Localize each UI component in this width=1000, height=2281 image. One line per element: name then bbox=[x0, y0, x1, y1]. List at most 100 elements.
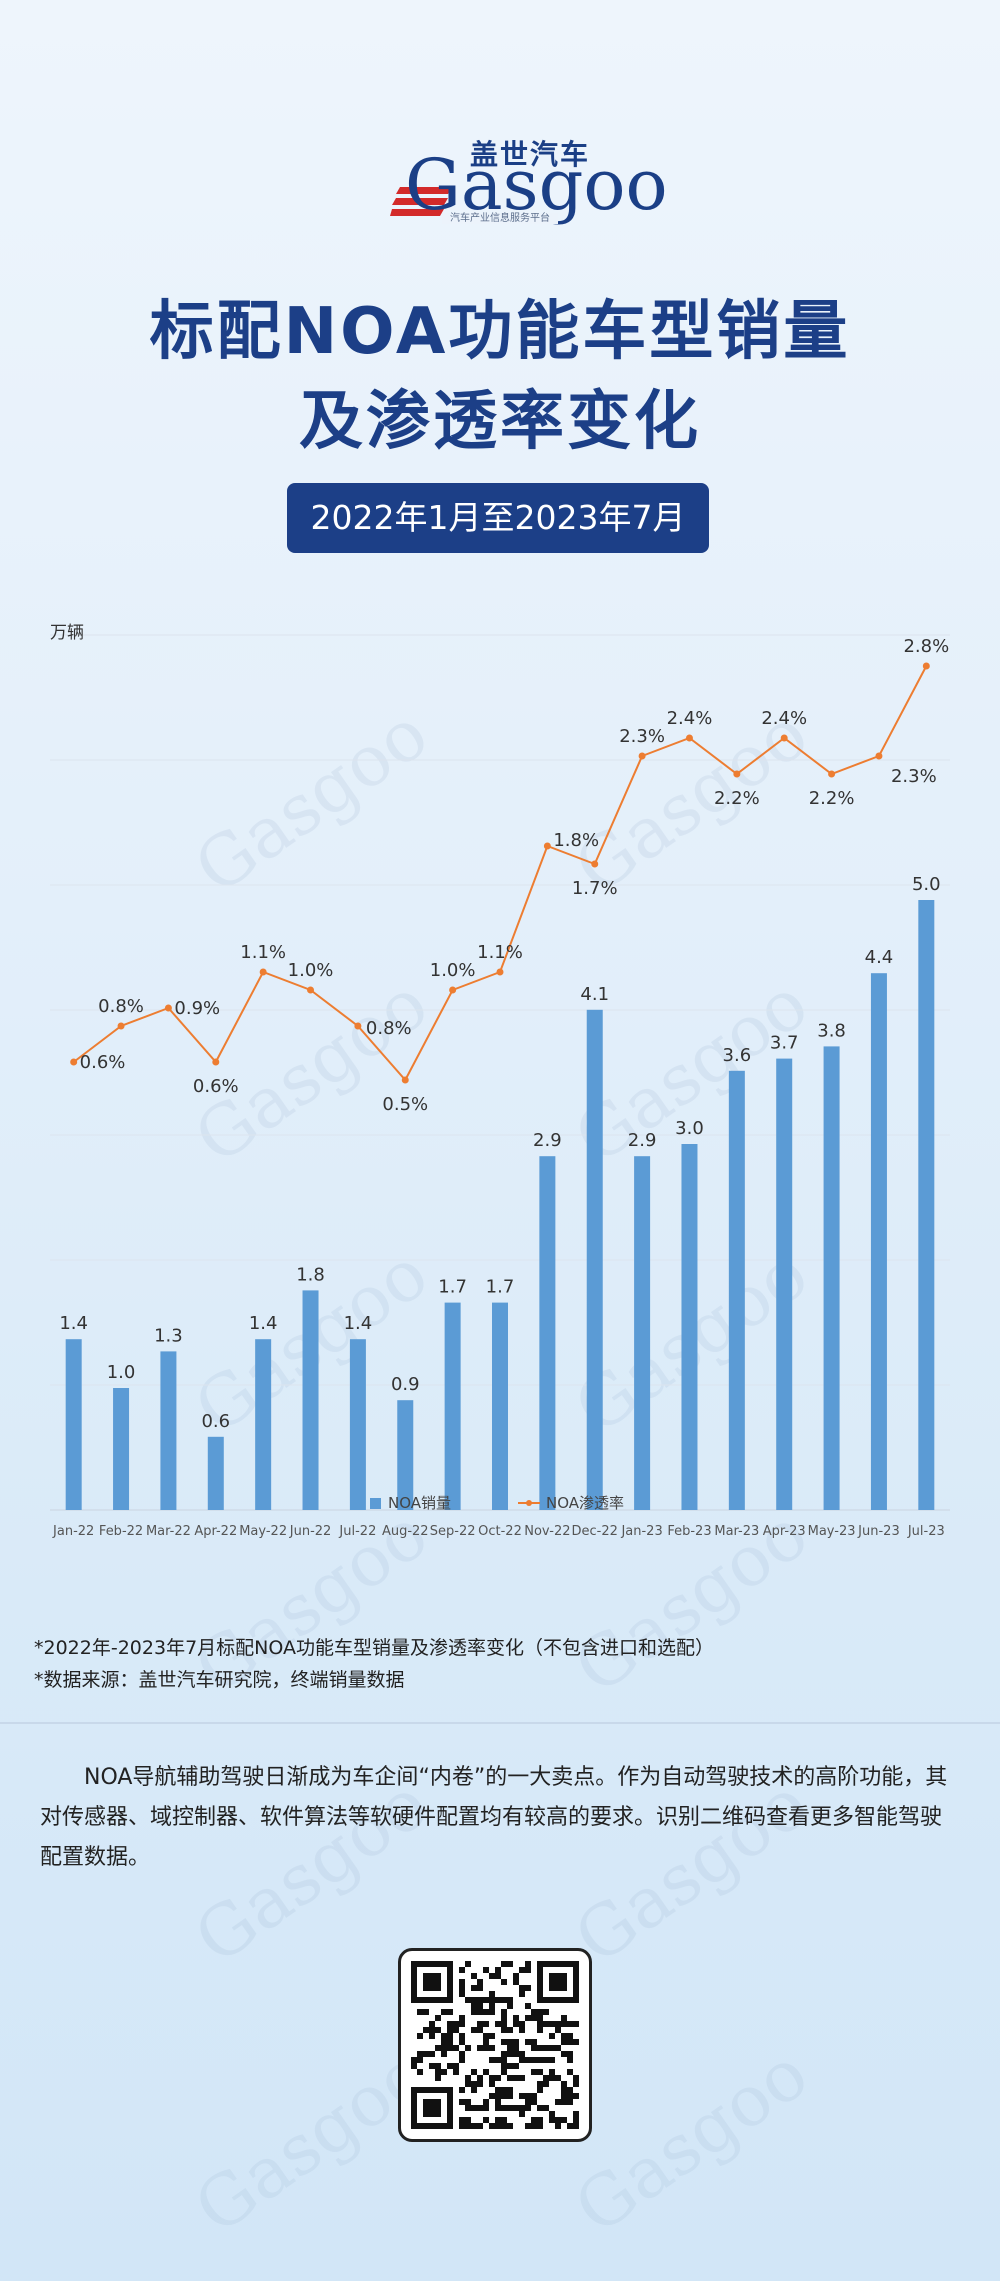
line-point bbox=[449, 986, 457, 994]
line-data-label: 0.5% bbox=[382, 1094, 428, 1115]
line-data-label: 0.6% bbox=[80, 1052, 126, 1073]
bar-data-label: 1.7 bbox=[486, 1277, 515, 1298]
brand-tagline: 汽车产业信息服务平台 bbox=[0, 209, 1000, 224]
line-data-label: 1.1% bbox=[477, 942, 523, 963]
x-tick-label: Jun-22 bbox=[289, 1524, 332, 1539]
bar-noa-sales bbox=[492, 1302, 508, 1510]
legend-swatch-bar bbox=[370, 1498, 381, 1509]
chart-legend: NOA销量 NOA渗透率 bbox=[370, 1494, 624, 1512]
bar-data-label: 4.1 bbox=[580, 984, 609, 1005]
x-tick-label: Jun-23 bbox=[857, 1524, 900, 1539]
line-data-label: 2.4% bbox=[761, 708, 807, 729]
line-point bbox=[780, 734, 788, 742]
line-point bbox=[733, 770, 741, 778]
x-tick-label: Nov-22 bbox=[524, 1524, 570, 1539]
bar-data-label: 1.4 bbox=[249, 1313, 278, 1334]
line-data-label: 2.2% bbox=[809, 788, 855, 809]
bar-noa-sales bbox=[207, 1436, 224, 1510]
bar-data-label: 1.4 bbox=[59, 1313, 88, 1334]
line-data-label: 0.8% bbox=[98, 996, 144, 1017]
brand-name-cn: 盖世汽车 bbox=[470, 138, 591, 171]
watermark-logo: Gasgoo bbox=[560, 2032, 823, 2250]
brand-name-en: Gasgoo bbox=[405, 144, 668, 226]
x-tick-label: Dec-22 bbox=[572, 1524, 618, 1539]
x-tick-label: Jul-22 bbox=[338, 1524, 376, 1539]
bar-data-label: 1.0 bbox=[107, 1362, 136, 1383]
line-point bbox=[212, 1058, 220, 1066]
line-data-label: 2.4% bbox=[667, 708, 713, 729]
bar-data-label: 2.9 bbox=[533, 1130, 562, 1151]
line-point bbox=[164, 1004, 172, 1012]
logo-stripes-icon bbox=[390, 187, 452, 216]
page-title-line1: 标配NOA功能车型销量 bbox=[149, 295, 851, 369]
line-point bbox=[543, 842, 551, 850]
qr-code[interactable] bbox=[398, 1948, 592, 2142]
line-point bbox=[875, 752, 883, 760]
x-tick-label: Apr-22 bbox=[194, 1524, 237, 1539]
line-point bbox=[70, 1058, 78, 1066]
line-point bbox=[496, 968, 504, 976]
x-tick-label: Sep-22 bbox=[430, 1524, 476, 1539]
line-point bbox=[259, 968, 267, 976]
x-tick-label: Aug-22 bbox=[382, 1524, 429, 1539]
x-tick-label: Jan-23 bbox=[620, 1524, 662, 1539]
line-point bbox=[638, 752, 646, 760]
x-tick-label: May-22 bbox=[239, 1524, 287, 1539]
line-point bbox=[685, 734, 693, 742]
bar-data-label: 1.8 bbox=[296, 1264, 325, 1285]
line-data-label: 2.8% bbox=[903, 636, 949, 657]
bar-noa-sales bbox=[349, 1339, 366, 1510]
line-point bbox=[354, 1022, 362, 1030]
line-data-label: 0.9% bbox=[174, 998, 220, 1019]
legend-label-line: NOA渗透率 bbox=[546, 1494, 624, 1512]
bar-data-label: 3.8 bbox=[817, 1020, 846, 1041]
line-data-label: 1.7% bbox=[572, 878, 618, 899]
bar-noa-sales bbox=[539, 1156, 556, 1510]
qr-code-icon bbox=[411, 1961, 579, 2129]
x-tick-label: Jul-23 bbox=[907, 1524, 945, 1539]
sales-penetration-chart: 万辆 1.4 1.0 1.3 0.6 1.4 1.8 1.4 0.9 1.7 1.7 2.9 4.1 2… bbox=[50, 623, 950, 1539]
bar-data-label: 0.9 bbox=[391, 1374, 420, 1395]
bar-noa-sales bbox=[728, 1070, 745, 1510]
x-axis-labels: Jan-22 Feb-22 Mar-22 Apr-22 May-22 Jun-22 Jul-… bbox=[52, 1524, 945, 1539]
line-data-label: 2.3% bbox=[619, 726, 665, 747]
brand-logo: 盖世汽车 Gasgoo 汽车产业信息服务平台 bbox=[0, 125, 1000, 235]
line-point bbox=[828, 770, 836, 778]
x-tick-label: May-23 bbox=[808, 1524, 856, 1539]
bar-data-label: 2.9 bbox=[628, 1130, 657, 1151]
line-point bbox=[401, 1076, 409, 1084]
footnote-source: *数据来源：盖世汽车研究院，终端销量数据 bbox=[34, 1669, 405, 1691]
line-data-label: 1.0% bbox=[430, 960, 476, 981]
section-divider bbox=[0, 1722, 1000, 1724]
y-axis-label: 万辆 bbox=[50, 623, 84, 643]
footnote-scope: *2022年-2023年7月标配NOA功能车型销量及渗透率变化（不包含进口和选配… bbox=[34, 1637, 714, 1659]
line-point bbox=[922, 662, 930, 670]
bar-noa-sales bbox=[918, 900, 935, 1510]
line-data-label: 0.6% bbox=[193, 1076, 239, 1097]
x-tick-label: Mar-22 bbox=[146, 1524, 191, 1539]
x-tick-label: Jan-22 bbox=[52, 1524, 94, 1539]
bar-noa-sales bbox=[634, 1156, 651, 1510]
bar-data-label: 3.7 bbox=[770, 1033, 799, 1054]
bar-data-label: 5.0 bbox=[912, 874, 941, 895]
line-data-label: 0.8% bbox=[366, 1018, 412, 1039]
line-point bbox=[307, 986, 315, 994]
bar-noa-sales bbox=[255, 1339, 272, 1510]
bar-data-label: 4.4 bbox=[865, 947, 894, 968]
bar-noa-sales bbox=[397, 1400, 414, 1510]
bar-noa-sales bbox=[65, 1339, 82, 1510]
bar-noa-sales bbox=[870, 973, 887, 1510]
line-data-label: 2.2% bbox=[714, 788, 760, 809]
legend-label-bar: NOA销量 bbox=[388, 1494, 451, 1512]
bar-series: 1.4 1.0 1.3 0.6 1.4 1.8 1.4 0.9 1.7 1.7 2.9 4.1 2.9 3… bbox=[59, 874, 941, 1510]
bar-noa-sales bbox=[586, 1009, 603, 1510]
line-series: 0.6%0.8% 0.9%0.6%1.1%1.0%0.8%0.5%1.0%1.1%… bbox=[70, 636, 949, 1115]
line-data-label: 1.1% bbox=[240, 942, 286, 963]
bar-noa-sales bbox=[160, 1351, 177, 1510]
bar-data-label: 1.3 bbox=[154, 1325, 183, 1346]
page-title-line2: 及渗透率变化 bbox=[299, 385, 701, 459]
legend-swatch-marker bbox=[526, 1500, 532, 1506]
bar-data-label: 1.4 bbox=[344, 1313, 373, 1334]
line-data-label: 1.8% bbox=[553, 830, 599, 851]
bar-data-label: 3.6 bbox=[723, 1045, 752, 1066]
